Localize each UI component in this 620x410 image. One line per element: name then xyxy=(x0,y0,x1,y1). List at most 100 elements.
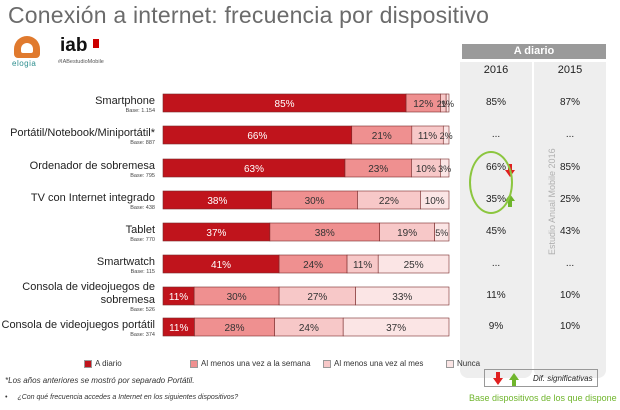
data-label: 38% xyxy=(315,228,335,239)
arrow-down-icon xyxy=(493,372,503,385)
category-label: Ordenador de sobremesa xyxy=(30,160,156,172)
value-2015: ... xyxy=(565,129,575,140)
bar-segment xyxy=(445,93,450,113)
legend-label: Nunca xyxy=(457,359,481,368)
significance-label: Dif. significativas xyxy=(533,374,593,383)
data-label: 2% xyxy=(440,131,453,141)
data-label: 24% xyxy=(303,260,323,271)
category-base: Base: 374 xyxy=(130,332,155,338)
data-label: 1% xyxy=(441,99,454,109)
value-2015: 25% xyxy=(559,194,580,205)
category-base: Base: 887 xyxy=(130,140,155,146)
value-2015: 10% xyxy=(559,321,580,332)
iab-logo-text: iab xyxy=(60,35,88,56)
iab-logo-mark xyxy=(93,39,99,48)
data-label: 37% xyxy=(206,228,226,239)
legend-item: Al menos una vez al mes xyxy=(323,359,423,368)
value-2016: 11% xyxy=(486,290,506,301)
data-label: 19% xyxy=(397,228,417,239)
data-label: 33% xyxy=(392,292,412,303)
data-label: 10% xyxy=(416,164,436,175)
category-label: Smartwatch xyxy=(97,256,155,268)
data-label: 27% xyxy=(307,292,327,303)
legend-swatch xyxy=(323,359,331,368)
data-label: 10% xyxy=(425,196,445,207)
footnote-portatil: *Los años anteriores se mostró por separ… xyxy=(5,376,195,385)
category-label: Consola de videojuegos portátil xyxy=(2,319,156,331)
legend-swatch xyxy=(190,359,198,368)
logo-area: eLOGIA iab #IABestudioMobile xyxy=(8,35,128,70)
value-2015: 87% xyxy=(559,97,580,108)
category-label: Portátil/Notebook/Miniportátil* xyxy=(10,127,156,139)
bar-segment xyxy=(442,125,450,145)
data-label: 30% xyxy=(305,196,325,207)
bar-segment xyxy=(355,286,450,306)
footnote-question-text: ¿Con qué frecuencia accedes a Internet e… xyxy=(17,394,239,401)
category-label: Tablet xyxy=(126,224,155,236)
category-label: TV con Internet integrado xyxy=(31,192,155,204)
category-base: Base: 526 xyxy=(130,307,155,313)
legend-label: A diario xyxy=(95,359,122,368)
category-base: Base: 438 xyxy=(130,205,155,211)
vertical-study-note: Estudio Anual Mobile 2016 xyxy=(547,148,557,255)
footnote-question: • ¿Con qué frecuencia accedes a Internet … xyxy=(5,394,239,401)
legend-item: A diario xyxy=(84,359,122,368)
year-2015-label: 2015 xyxy=(557,64,583,76)
elogia-logo-text: eLOGIA xyxy=(12,59,37,68)
data-label: 37% xyxy=(386,323,406,334)
legend-swatch xyxy=(446,359,454,368)
category-base: Base: 1.154 xyxy=(126,108,155,114)
value-2015: 85% xyxy=(559,162,580,173)
data-label: 11% xyxy=(169,292,188,303)
data-label: 22% xyxy=(379,196,399,207)
bar-segment xyxy=(434,222,450,242)
data-label: 12% xyxy=(413,99,433,110)
data-label: 38% xyxy=(207,196,227,207)
value-2016: 85% xyxy=(485,97,506,108)
bar-segment xyxy=(377,254,450,274)
iab-logo-subtitle: #IABestudioMobile xyxy=(58,59,104,65)
legend-label: Al menos una vez a la semana xyxy=(201,359,311,368)
legend-item: Nunca xyxy=(446,359,480,368)
category-base: Base: 770 xyxy=(130,237,155,243)
data-label: 66% xyxy=(247,131,267,142)
data-label: 63% xyxy=(244,164,264,175)
base-note: Base dispositivos de los que dispone xyxy=(469,393,617,403)
arrow-up-icon xyxy=(509,373,519,386)
data-label: 24% xyxy=(299,323,319,334)
page-title: Conexión a internet: frecuencia por disp… xyxy=(8,2,490,28)
data-label: 28% xyxy=(224,323,244,334)
significance-highlight xyxy=(469,151,513,214)
legend-item: Al menos una vez a la semana xyxy=(190,359,310,368)
value-2015: 43% xyxy=(559,226,580,237)
category-label: sobremesa xyxy=(101,294,156,306)
bar-segment xyxy=(440,158,450,178)
value-2015: ... xyxy=(565,258,575,269)
data-label: 30% xyxy=(227,292,247,303)
elogia-logo-icon xyxy=(14,36,40,58)
category-base: Base: 115 xyxy=(131,269,155,275)
data-label: 11% xyxy=(169,323,188,334)
year-2016-label: 2016 xyxy=(483,64,509,76)
data-label: 11% xyxy=(418,131,437,142)
value-2016: ... xyxy=(491,258,501,269)
value-2016: 45% xyxy=(485,226,506,237)
significance-legend-box: Dif. significativas xyxy=(484,369,598,387)
category-base: Base: 795 xyxy=(130,173,155,179)
value-2016: ... xyxy=(491,129,501,140)
data-label: 41% xyxy=(211,260,231,271)
value-2016: 9% xyxy=(488,321,504,332)
data-label: 21% xyxy=(372,131,392,142)
column-2015-background xyxy=(534,62,606,378)
column-2016-background xyxy=(460,62,532,378)
bar-segment xyxy=(420,190,450,210)
bar-segment xyxy=(342,317,450,337)
legend-label: Al menos una vez al mes xyxy=(334,359,424,368)
data-label: 11% xyxy=(353,260,372,271)
legend-swatch xyxy=(84,359,92,368)
data-label: 3% xyxy=(438,164,451,174)
data-label: 25% xyxy=(404,260,424,271)
data-label: 23% xyxy=(368,164,388,175)
data-label: 5% xyxy=(435,228,448,238)
